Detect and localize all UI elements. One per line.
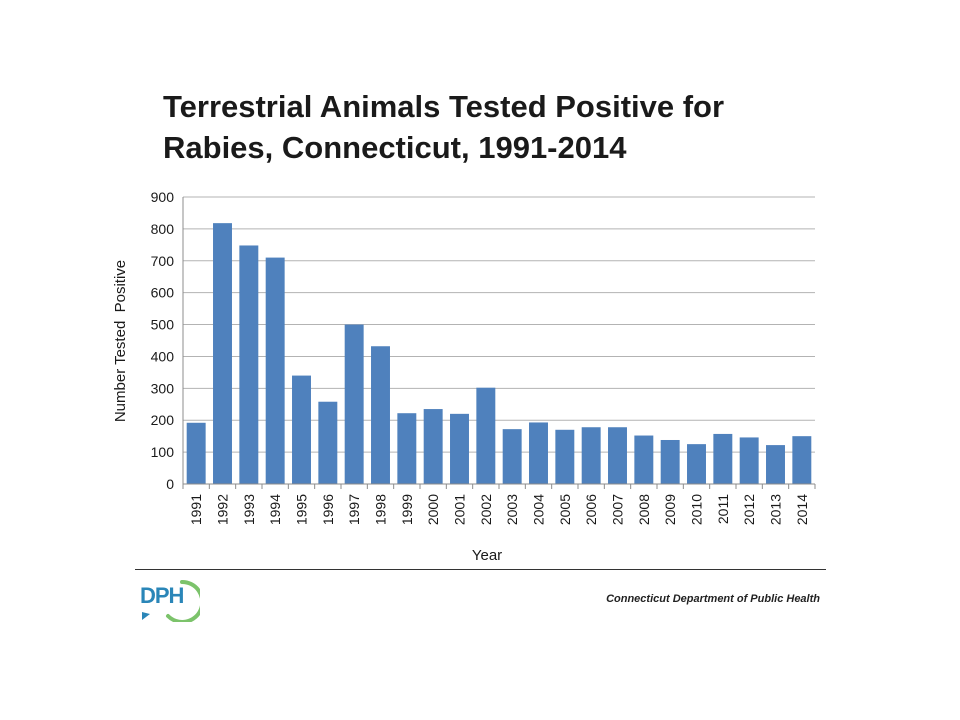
bar-chart: 0 100 200 300 400 500 600 700 800 900 1991 1992 1993… [112, 189, 816, 564]
bar [423, 409, 443, 484]
y-tick-label: 500 [151, 317, 175, 333]
x-tick-label: 1998 [373, 494, 389, 525]
bar [502, 429, 522, 484]
dph-logo: DPH [138, 576, 200, 622]
bar [555, 429, 575, 484]
footer-divider [135, 569, 826, 570]
tick-labels: 0 100 200 300 400 500 600 700 800 900 1991 1992 1993… [151, 189, 810, 525]
x-tick-label: 2009 [662, 494, 678, 525]
x-tick-label: 2012 [741, 494, 757, 525]
bar [766, 445, 785, 484]
bars [186, 223, 812, 484]
gridlines [183, 196, 815, 485]
x-tick-label: 2006 [583, 494, 599, 525]
y-tick-label: 800 [151, 221, 175, 237]
x-tick-label: 2010 [689, 494, 705, 525]
bar [450, 413, 469, 484]
bar [608, 427, 627, 484]
bar [344, 324, 364, 484]
x-tick-label: 1995 [294, 494, 310, 525]
y-tick-label: 700 [151, 253, 175, 269]
x-tick-label: 2008 [636, 494, 652, 525]
x-tick-label: 1997 [346, 494, 362, 525]
footer-organization: Connecticut Department of Public Health [606, 593, 820, 605]
slide-title-line-1: Terrestrial Animals Tested Positive for [163, 89, 725, 124]
y-tick-label: 300 [151, 380, 175, 396]
x-tick-label: 1994 [267, 494, 283, 525]
bar [660, 439, 680, 484]
bar [371, 346, 390, 484]
bar [581, 427, 601, 484]
bar [265, 257, 285, 484]
bar [687, 444, 706, 484]
bar [529, 422, 548, 484]
y-tick-label: 100 [151, 444, 175, 460]
y-tick-label: 200 [151, 412, 175, 428]
bar [292, 375, 311, 484]
bar [239, 245, 259, 484]
x-tick-label: 1991 [188, 494, 204, 525]
bar [713, 433, 733, 484]
x-tick-label: 2003 [504, 494, 520, 525]
y-tick-label: 600 [151, 285, 175, 301]
x-tick-label: 2000 [425, 494, 441, 525]
bar [213, 223, 232, 484]
x-tick-label: 1999 [399, 494, 415, 525]
bar [186, 422, 206, 484]
axes [182, 197, 816, 489]
bar [739, 437, 759, 484]
x-tick-label: 2005 [557, 494, 573, 525]
bar [792, 436, 812, 484]
y-axis-title: Number Tested Positive [112, 260, 129, 422]
x-tick-label: 2013 [768, 494, 784, 525]
x-tick-label: 1992 [215, 494, 231, 525]
x-tick-label: 2014 [794, 494, 810, 525]
x-axis-title: Year [472, 547, 502, 564]
y-tick-label: 900 [151, 189, 175, 205]
bar [634, 435, 654, 484]
bar [476, 387, 496, 484]
x-tick-label: 2011 [715, 494, 731, 524]
dph-logo-text: DPH [140, 583, 184, 608]
y-tick-label: 400 [151, 348, 175, 364]
dph-logo-ring-icon [142, 579, 200, 622]
slide-title: Terrestrial Animals Tested Positive for … [163, 86, 863, 168]
x-tick-label: 1996 [320, 494, 336, 525]
bar [318, 401, 338, 484]
bar [397, 413, 417, 484]
x-tick-label: 1993 [241, 494, 257, 525]
x-tick-label: 2002 [478, 494, 494, 525]
x-tick-label: 2001 [452, 494, 468, 525]
slide-title-line-2: Rabies, Connecticut, 1991-2014 [163, 130, 627, 165]
x-tick-label: 2004 [531, 494, 547, 525]
x-tick-label: 2007 [610, 494, 626, 525]
y-tick-label: 0 [166, 476, 174, 492]
